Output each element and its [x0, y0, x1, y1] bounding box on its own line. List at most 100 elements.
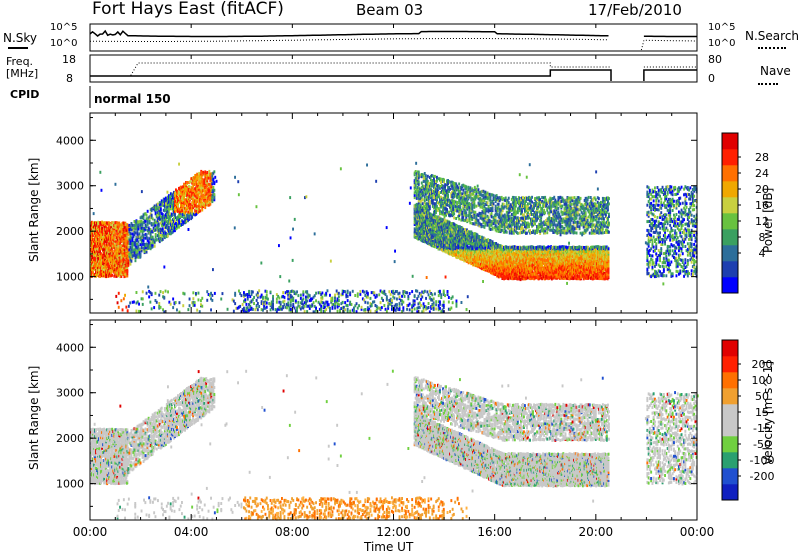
echo-cell [96, 268, 98, 272]
echo-cell [125, 243, 128, 247]
echo-cell [159, 237, 162, 240]
echo-cell [178, 200, 180, 204]
echo-cell [145, 250, 148, 254]
echo-cell [127, 224, 130, 228]
echo-cell [159, 215, 162, 219]
echo-cell [121, 248, 124, 252]
echo-cell [199, 181, 202, 185]
echo-cell [90, 266, 92, 270]
echo-cell [136, 230, 139, 234]
echo-cell [129, 227, 132, 231]
echo-cell [185, 218, 187, 222]
echo-cell [103, 262, 106, 266]
echo-cell [166, 229, 169, 233]
echo-cell [107, 262, 110, 266]
echo-cell [115, 246, 118, 250]
echo-cell [287, 301, 290, 305]
echo-cell [133, 230, 136, 234]
echo-cell [148, 215, 151, 219]
echo-cell [118, 272, 121, 276]
echo-cell [94, 238, 96, 241]
echo-cell [173, 200, 175, 204]
echo-cell [168, 212, 171, 216]
echo-cell [93, 237, 95, 241]
echo-cell [101, 245, 103, 249]
echo-cell [123, 233, 126, 237]
echo-cell [177, 208, 179, 212]
echo-cell [346, 299, 349, 303]
echo-cell [96, 254, 98, 258]
nave-legend-line [758, 83, 778, 85]
echo-cell [175, 222, 177, 225]
echo-cell [106, 262, 109, 266]
echo-cell [107, 274, 110, 278]
echo-cell [119, 227, 122, 231]
echo-cell [116, 254, 119, 258]
site-title: Fort Hays East (fitACF) [92, 0, 284, 19]
echo-cell [110, 230, 113, 233]
echo-cell [136, 246, 139, 250]
echo-cell [197, 193, 200, 197]
echo-cell [378, 293, 381, 297]
echo-cell [135, 253, 138, 257]
echo-cell [407, 294, 410, 298]
echo-cell [120, 246, 123, 250]
echo-cell [118, 251, 121, 255]
echo-cell [195, 208, 198, 212]
echo-cell [162, 234, 165, 238]
echo-cell [119, 231, 122, 235]
echo-cell [126, 246, 129, 250]
echo-cell [153, 244, 156, 248]
echo-cell [121, 264, 124, 268]
echo-cell [196, 185, 199, 188]
echo-cell [184, 221, 186, 225]
echo-cell [123, 248, 126, 252]
echo-cell [148, 221, 151, 225]
echo-cell [108, 250, 111, 253]
echo-cell [129, 256, 132, 260]
echo-cell [154, 220, 157, 224]
echo-cell [131, 255, 134, 258]
echo-cell [103, 270, 106, 274]
echo-cell [96, 225, 98, 229]
echo-cell [460, 301, 463, 304]
echo-cell [156, 211, 159, 215]
echo-cell [146, 217, 149, 221]
echo-cell [95, 251, 97, 255]
echo-cell [174, 212, 176, 216]
echo-cell [337, 303, 340, 307]
echo-cell [100, 272, 102, 276]
echo-cell [162, 197, 165, 201]
echo-cell [147, 240, 150, 244]
echo-cell [177, 220, 179, 224]
echo-cell [114, 268, 117, 272]
echo-cell [106, 242, 109, 246]
echo-cell [275, 300, 278, 304]
echo-cell [192, 178, 195, 182]
echo-cell [195, 178, 198, 182]
echo-cell [126, 242, 129, 245]
echo-cell [158, 203, 161, 207]
echo-cell [186, 207, 188, 211]
echo-cell [132, 229, 135, 233]
echo-cell [157, 208, 160, 212]
echo-cell [119, 258, 122, 262]
echo-cell [97, 231, 99, 235]
echo-cell [185, 208, 187, 212]
echo-cell [196, 209, 199, 213]
echo-cell [130, 228, 133, 232]
echo-cell [139, 236, 142, 240]
echo-cell [99, 256, 101, 260]
echo-cell [107, 227, 110, 231]
echo-cell [191, 203, 194, 206]
echo-cell [106, 247, 109, 251]
echo-cell [95, 237, 97, 241]
echo-cell [174, 229, 176, 233]
echo-cell [167, 231, 170, 235]
echo-cell [192, 188, 195, 192]
echo-cell [101, 256, 103, 260]
echo-cell [140, 246, 143, 249]
echo-cell [149, 228, 152, 232]
echo-cell [162, 223, 165, 227]
echo-cell [111, 231, 114, 235]
